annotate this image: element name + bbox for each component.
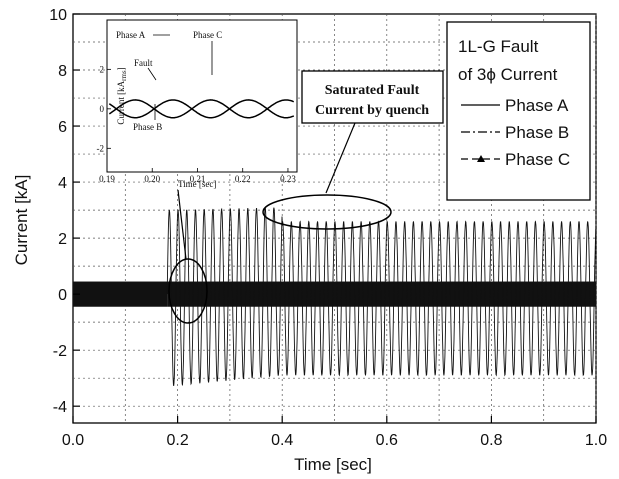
y-tick-label: 4 bbox=[58, 175, 67, 192]
main-signal bbox=[73, 207, 597, 387]
inset-x-tick-label: 0.21 bbox=[190, 174, 206, 184]
x-tick-label: 0.0 bbox=[62, 432, 84, 449]
inset-label-phase-c: Phase C bbox=[193, 30, 222, 40]
y-tick-label: 0 bbox=[58, 287, 67, 304]
legend-box bbox=[446, 21, 591, 201]
legend-title-line1: 1L-G Fault bbox=[458, 37, 539, 56]
x-tick-label: 0.8 bbox=[480, 432, 502, 449]
inset-y-tick-label: 2 bbox=[100, 64, 105, 74]
inset-x-tick-label: 0.23 bbox=[280, 174, 296, 184]
legend-entry-phase-a: Phase A bbox=[505, 96, 569, 115]
x-tick-label: 0.4 bbox=[271, 432, 293, 449]
pre-fault-band bbox=[73, 281, 168, 307]
legend-entry-phase-c: Phase C bbox=[505, 150, 570, 169]
legend: 1L-G Fault of 3ϕ Current Phase A Phase B… bbox=[446, 21, 591, 201]
inset-label-phase-b: Phase B bbox=[133, 122, 162, 132]
callout-box bbox=[301, 70, 444, 124]
inset-label-phase-a: Phase A bbox=[116, 30, 146, 40]
inset-curve-phase-b bbox=[108, 99, 295, 119]
tick-labels: 0.0 0.2 0.4 0.6 0.8 1.0 -4 -2 0 2 4 6 8 10 bbox=[49, 7, 607, 449]
legend-marker-phase-c bbox=[477, 155, 485, 162]
axis-ticks bbox=[72, 13, 597, 423]
inset-ticks: 0.19 0.20 0.21 0.22 0.23 -2 0 2 bbox=[97, 64, 297, 184]
x-tick-label: 0.2 bbox=[166, 432, 188, 449]
x-axis-label: Time [sec] bbox=[294, 455, 372, 474]
inset-x-tick-label: 0.22 bbox=[235, 174, 251, 184]
y-tick-label: 6 bbox=[58, 119, 67, 136]
y-tick-label: -4 bbox=[53, 399, 67, 416]
inset-curves bbox=[108, 99, 295, 119]
x-tick-label: 0.6 bbox=[376, 432, 398, 449]
inset-y-label-end: ] bbox=[116, 67, 126, 70]
fault-onset-pointer bbox=[177, 189, 187, 260]
y-axis-label: Current [kA] bbox=[12, 175, 31, 266]
y-tick-label: -2 bbox=[53, 343, 67, 360]
callout-line1: Saturated Fault bbox=[325, 83, 420, 98]
callout-line2: Current by quench bbox=[315, 103, 429, 118]
inset-y-label-sub: rms bbox=[120, 70, 128, 81]
fault-onset-ellipse bbox=[168, 258, 208, 324]
inset-plot: 0.19 0.20 0.21 0.22 0.23 -2 0 2 Phase A Phase C… bbox=[97, 19, 298, 189]
inset-frame bbox=[106, 19, 298, 173]
post-fault-band bbox=[167, 281, 596, 307]
x-tick-label: 1.0 bbox=[585, 432, 607, 449]
inset-y-tick-label: 0 bbox=[100, 104, 105, 114]
inset-y-label-main: Current [kA bbox=[116, 80, 126, 124]
inset-x-tick-label: 0.20 bbox=[144, 174, 160, 184]
legend-title-line2: of 3ϕ Current bbox=[458, 65, 558, 84]
saturation-callout: Saturated Fault Current by quench bbox=[262, 70, 444, 230]
callout-pointer bbox=[325, 122, 356, 194]
y-tick-label: 8 bbox=[58, 63, 67, 80]
saturation-ellipse bbox=[262, 194, 392, 230]
inset-x-label: Time [sec] bbox=[178, 179, 216, 189]
legend-entry-phase-b: Phase B bbox=[505, 123, 569, 142]
inset-y-tick-label: -2 bbox=[97, 143, 105, 153]
inset-y-label: Current [kArms] bbox=[116, 67, 128, 124]
inset-label-fault-leader bbox=[147, 67, 157, 81]
inset-label-fault: Fault bbox=[134, 58, 153, 68]
y-tick-label: 2 bbox=[58, 231, 67, 248]
inset-curve-phase-c bbox=[108, 99, 295, 119]
y-tick-label: 10 bbox=[49, 7, 67, 24]
faulted-phase-curve bbox=[166, 207, 597, 387]
inset-x-tick-label: 0.19 bbox=[99, 174, 115, 184]
